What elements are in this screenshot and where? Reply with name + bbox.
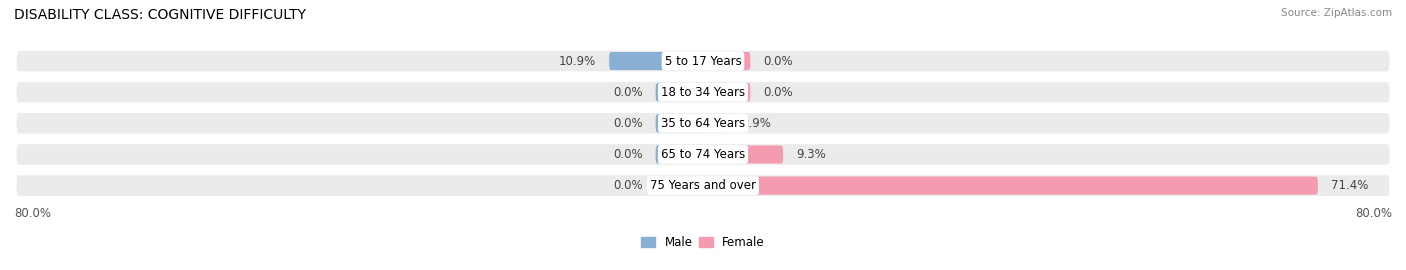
Text: 80.0%: 80.0% (1355, 207, 1392, 221)
Text: 0.0%: 0.0% (613, 179, 643, 192)
Text: 65 to 74 Years: 65 to 74 Years (661, 148, 745, 161)
Text: 2.9%: 2.9% (741, 117, 770, 130)
FancyBboxPatch shape (703, 83, 751, 101)
FancyBboxPatch shape (703, 146, 783, 164)
FancyBboxPatch shape (703, 114, 728, 132)
Text: 71.4%: 71.4% (1331, 179, 1368, 192)
FancyBboxPatch shape (655, 146, 703, 164)
FancyBboxPatch shape (655, 177, 703, 195)
Text: 35 to 64 Years: 35 to 64 Years (661, 117, 745, 130)
Text: DISABILITY CLASS: COGNITIVE DIFFICULTY: DISABILITY CLASS: COGNITIVE DIFFICULTY (14, 8, 307, 22)
Text: 0.0%: 0.0% (763, 55, 793, 68)
FancyBboxPatch shape (703, 52, 751, 70)
Legend: Male, Female: Male, Female (637, 231, 769, 254)
Text: 0.0%: 0.0% (613, 117, 643, 130)
FancyBboxPatch shape (655, 83, 703, 101)
FancyBboxPatch shape (17, 113, 1389, 134)
FancyBboxPatch shape (17, 144, 1389, 165)
Text: 9.3%: 9.3% (796, 148, 825, 161)
FancyBboxPatch shape (703, 177, 1317, 195)
Text: 0.0%: 0.0% (613, 148, 643, 161)
Text: 0.0%: 0.0% (613, 86, 643, 99)
Text: 75 Years and over: 75 Years and over (650, 179, 756, 192)
Text: 5 to 17 Years: 5 to 17 Years (665, 55, 741, 68)
FancyBboxPatch shape (609, 52, 703, 70)
Text: 10.9%: 10.9% (560, 55, 596, 68)
FancyBboxPatch shape (17, 82, 1389, 102)
FancyBboxPatch shape (17, 51, 1389, 71)
Text: 18 to 34 Years: 18 to 34 Years (661, 86, 745, 99)
FancyBboxPatch shape (655, 114, 703, 132)
FancyBboxPatch shape (17, 175, 1389, 196)
Text: 80.0%: 80.0% (14, 207, 51, 221)
Text: 0.0%: 0.0% (763, 86, 793, 99)
Text: Source: ZipAtlas.com: Source: ZipAtlas.com (1281, 8, 1392, 18)
